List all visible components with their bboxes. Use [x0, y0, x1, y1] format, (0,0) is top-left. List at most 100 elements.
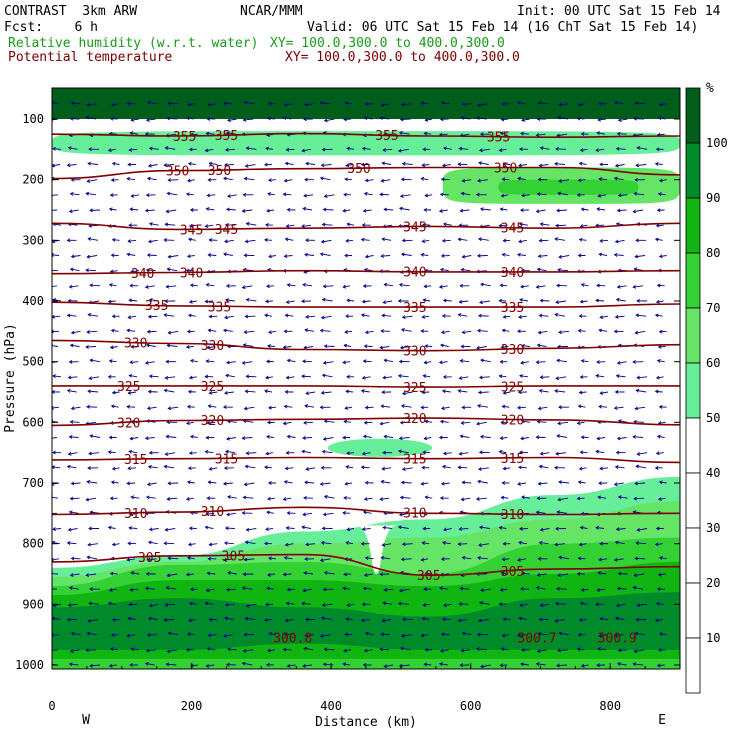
wind-vector [226, 208, 236, 211]
wind-vector [656, 452, 664, 454]
wind-vector-head [127, 390, 132, 395]
wind-vector [287, 435, 296, 438]
wind-vector-head [535, 133, 540, 137]
wind-vector [598, 572, 607, 575]
wind-vector-head [268, 254, 272, 259]
wind-vector-head [204, 374, 209, 379]
wind-vector [268, 330, 276, 333]
wind-vector-head [579, 148, 584, 152]
wind-vector [478, 543, 489, 546]
wind-vector-head [379, 421, 384, 426]
wind-vector-head [67, 603, 72, 607]
wind-vector-head [501, 252, 506, 257]
wind-vector [423, 375, 431, 378]
wind-vector [635, 255, 646, 258]
wind-vector-head [557, 421, 561, 426]
wind-vector-head [615, 146, 620, 151]
theta-contour-label: 330 [124, 336, 147, 351]
wind-vector [617, 587, 627, 590]
wind-vector-head [539, 298, 544, 303]
wind-vector [384, 588, 394, 591]
wind-vector-head [224, 390, 228, 395]
wind-vector-head [303, 345, 308, 350]
colorbar-label: 90 [706, 191, 720, 205]
theta-contour-label: 355 [487, 131, 510, 146]
wind-vector-head [401, 542, 406, 547]
wind-vector-head [323, 118, 328, 123]
wind-vector [439, 285, 448, 288]
wind-vector-head [126, 328, 131, 333]
wind-vector [578, 405, 586, 408]
wind-vector [145, 437, 155, 439]
theta-contour-label: 350 [347, 162, 370, 177]
wind-vector-head [538, 313, 543, 318]
wind-vector-head [615, 374, 620, 378]
wind-vector [323, 361, 334, 364]
wind-vector [89, 602, 100, 605]
wind-vector-head [265, 299, 269, 304]
wind-vector-head [421, 541, 426, 545]
wind-vector-head [286, 207, 291, 212]
wind-vector [558, 573, 569, 577]
wind-vector [383, 300, 393, 303]
wind-vector [246, 603, 257, 607]
wind-vector-head [126, 176, 131, 181]
wind-vector-head [500, 345, 505, 349]
wind-vector [209, 391, 218, 394]
wind-vector [86, 497, 97, 501]
wind-vector-head [381, 618, 386, 623]
wind-vector [187, 255, 195, 257]
wind-vector [655, 314, 663, 317]
wind-vector [148, 617, 158, 620]
wind-vector [362, 147, 371, 150]
wind-vector-head [52, 287, 53, 288]
wind-vector-head [110, 328, 115, 333]
wind-vector-head [204, 449, 209, 454]
wind-vector [146, 118, 156, 121]
wind-vector-head [382, 148, 387, 152]
wind-vector-head [264, 389, 268, 394]
wind-vector [167, 573, 178, 577]
wind-vector-head [107, 148, 112, 153]
wind-vector-head [268, 481, 272, 485]
wind-vector [503, 391, 511, 394]
forecast-hour: Fcst: 6 h [4, 20, 98, 35]
wind-vector [283, 117, 292, 120]
wind-vector-head [577, 253, 582, 258]
wind-vector-head [519, 450, 523, 455]
wind-vector [67, 314, 77, 317]
wind-vector [363, 511, 372, 514]
wind-vector-head [187, 161, 192, 166]
wind-vector [147, 406, 157, 409]
wind-vector [303, 421, 314, 424]
wind-vector-head [147, 616, 152, 621]
wind-vector-head [520, 208, 524, 213]
wind-vector [443, 452, 452, 455]
wind-vector [380, 117, 390, 120]
wind-vector-head [535, 435, 540, 440]
wind-vector-head [265, 451, 269, 456]
wind-vector-head [127, 541, 131, 546]
wind-vector-head [421, 616, 426, 621]
wind-vector-head [539, 527, 544, 532]
wind-vector-head [397, 374, 402, 378]
wind-vector [361, 239, 370, 241]
wind-vector-head [303, 571, 307, 575]
wind-vector-head [517, 633, 521, 638]
wind-vector-head [632, 284, 637, 289]
wind-vector-head [321, 222, 326, 227]
wind-vector [68, 603, 78, 606]
wind-vector [187, 103, 195, 106]
wind-vector [167, 497, 178, 500]
wind-vector-head [379, 192, 383, 197]
wind-vector [323, 208, 334, 211]
wind-vector-head [346, 527, 351, 532]
wind-vector-head [147, 389, 152, 394]
wind-vector-head [617, 571, 622, 576]
wind-vector-head [361, 146, 366, 151]
wind-vector-head [148, 450, 153, 455]
wind-vector [53, 223, 62, 226]
wind-vector-head [615, 603, 620, 608]
wind-vector [477, 480, 488, 484]
theta-contour-label: 310 [124, 507, 147, 522]
